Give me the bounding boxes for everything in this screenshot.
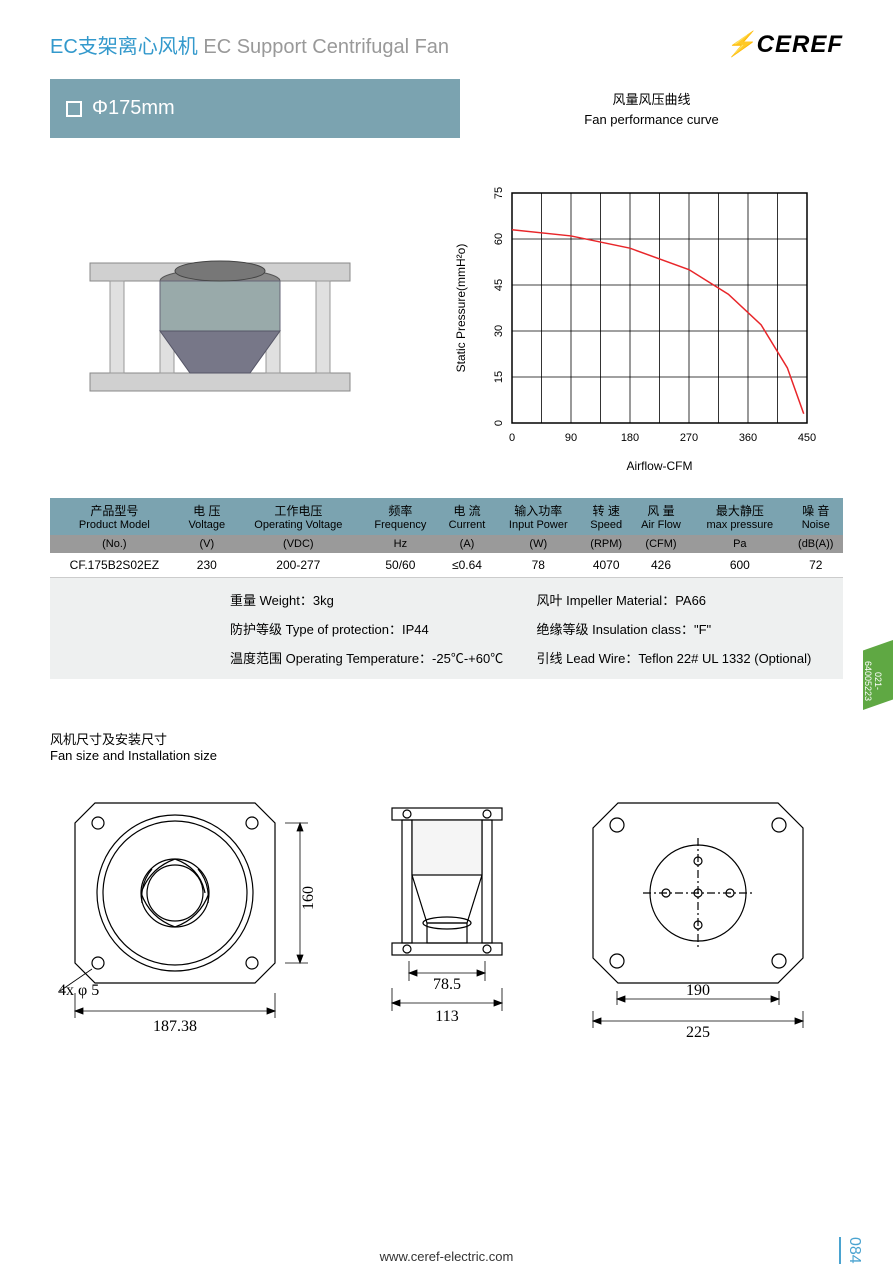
table-cell: 426: [631, 553, 691, 578]
table-cell: CF.175B2S02EZ: [50, 553, 179, 578]
svg-text:Airflow-CFM: Airflow-CFM: [626, 459, 692, 473]
dim-holes: 4x φ 5: [58, 982, 99, 999]
brand-logo: ⚡CEREF: [726, 30, 843, 59]
table-unit: (CFM): [631, 535, 691, 553]
table-header: 频率Frequency: [362, 498, 439, 535]
page-header: EC支架离心风机 EC Support Centrifugal Fan ⚡CER…: [0, 0, 893, 69]
svg-text:75: 75: [493, 187, 505, 199]
bolt-icon: ⚡: [726, 31, 757, 58]
dim-height-1: 160: [300, 886, 317, 910]
drawing-front: 187.38 160 4x φ 5: [50, 783, 320, 1043]
spec-temp: 温度范围 Operating Temperature：-25℃-+60℃: [230, 648, 537, 667]
table-header: 噪 音Noise: [789, 498, 843, 535]
dim-inner-2: 78.5: [433, 976, 461, 993]
table-header: 转 速Speed: [582, 498, 631, 535]
table-cell: 78: [495, 553, 581, 578]
title-en: EC Support Centrifugal Fan: [203, 36, 449, 58]
page-number: 084: [839, 1237, 863, 1264]
table-header: 电 流Current: [439, 498, 495, 535]
table-unit: (W): [495, 535, 581, 553]
table-header: 风 量Air Flow: [631, 498, 691, 535]
table-data-row: CF.175B2S02EZ230200-27750/60≤0.647840704…: [50, 553, 843, 578]
table-cell: 230: [179, 553, 235, 578]
logo-text: CEREF: [757, 31, 843, 58]
table-cell: 50/60: [362, 553, 439, 578]
table-cell: 600: [691, 553, 788, 578]
dim-width-1: 187.38: [153, 1018, 197, 1035]
size-label-en: Fan size and Installation size: [50, 748, 217, 763]
table-unit-row: (No.)(V)(VDC)Hz(A)(W)(RPM)(CFM)Pa(dB(A)): [50, 535, 843, 553]
curve-label-en: Fan performance curve: [584, 112, 718, 127]
table-cell: ≤0.64: [439, 553, 495, 578]
drawing-rear: 190 225: [573, 783, 843, 1043]
size-label-cn: 风机尺寸及安装尺寸: [50, 729, 843, 748]
page-title: EC支架离心风机 EC Support Centrifugal Fan: [50, 30, 449, 59]
table-unit: (No.): [50, 535, 179, 553]
spec-insulation: 绝缘等级 Insulation class："F": [537, 619, 844, 638]
table-unit: (VDC): [235, 535, 362, 553]
dim-width-2: 113: [435, 1008, 458, 1025]
mid-row: 0 90 180 270 360 450 0 15 30 45 60 75 Airflow-CFM Sta…: [50, 178, 843, 478]
table-unit: (dB(A)): [789, 535, 843, 553]
technical-drawings: 187.38 160 4x φ 5: [50, 783, 843, 1043]
extra-specs: 重量 Weight：3kg 风叶 Impeller Material：PA66 …: [50, 578, 843, 679]
table-header: 工作电压Operating Voltage: [235, 498, 362, 535]
curve-label: 风量风压曲线 Fan performance curve: [460, 79, 843, 138]
svg-text:30: 30: [493, 325, 505, 337]
title-cn: EC支架离心风机: [50, 36, 198, 58]
table-header: 最大静压max pressure: [691, 498, 788, 535]
svg-text:0: 0: [508, 432, 514, 444]
spec-impeller: 风叶 Impeller Material：PA66: [537, 590, 844, 609]
size-value: Φ175mm: [92, 97, 175, 120]
svg-text:45: 45: [493, 279, 505, 291]
svg-text:90: 90: [564, 432, 576, 444]
product-image: [50, 228, 390, 428]
curve-label-cn: 风量风压曲线: [460, 89, 843, 108]
svg-text:270: 270: [679, 432, 697, 444]
table-cell: 200-277: [235, 553, 362, 578]
table-unit: Hz: [362, 535, 439, 553]
spec-protection: 防护等级 Type of protection：IP44: [230, 619, 537, 638]
table-cell: 72: [789, 553, 843, 578]
table-unit: (V): [179, 535, 235, 553]
size-banner: Φ175mm: [50, 79, 460, 138]
dim-inner-3: 190: [686, 982, 710, 999]
side-contact-tag: 021-64005223: [863, 640, 893, 710]
table-cell: 4070: [582, 553, 631, 578]
svg-text:60: 60: [493, 233, 505, 245]
spec-table: 产品型号Product Model电 压Voltage工作电压Operating…: [50, 498, 843, 578]
footer-url: www.ceref-electric.com: [0, 1249, 893, 1264]
table-header: 电 压Voltage: [179, 498, 235, 535]
table-header: 输入功率Input Power: [495, 498, 581, 535]
spec-weight: 重量 Weight：3kg: [230, 590, 537, 609]
table-unit: (A): [439, 535, 495, 553]
performance-chart: 0 90 180 270 360 450 0 15 30 45 60 75 Airflow-CFM Sta…: [430, 178, 843, 478]
svg-text:0: 0: [493, 420, 505, 426]
table-unit: Pa: [691, 535, 788, 553]
table-header-row: 产品型号Product Model电 压Voltage工作电压Operating…: [50, 498, 843, 535]
side-tag-text: 021-64005223: [863, 640, 883, 710]
drawing-side: 78.5 113: [357, 783, 537, 1043]
table-unit: (RPM): [582, 535, 631, 553]
banner-row: Φ175mm 风量风压曲线 Fan performance curve: [50, 79, 843, 138]
svg-text:15: 15: [493, 371, 505, 383]
dim-width-3: 225: [686, 1024, 710, 1041]
svg-text:Static Pressure(mmH²o): Static Pressure(mmH²o): [454, 244, 468, 373]
svg-text:360: 360: [738, 432, 756, 444]
square-icon: [66, 101, 82, 117]
size-section-label: 风机尺寸及安装尺寸 Fan size and Installation size: [50, 729, 843, 763]
table-header: 产品型号Product Model: [50, 498, 179, 535]
spec-leadwire: 引线 Lead Wire：Teflon 22# UL 1332 (Optiona…: [537, 648, 844, 667]
svg-text:450: 450: [797, 432, 815, 444]
svg-text:180: 180: [620, 432, 638, 444]
